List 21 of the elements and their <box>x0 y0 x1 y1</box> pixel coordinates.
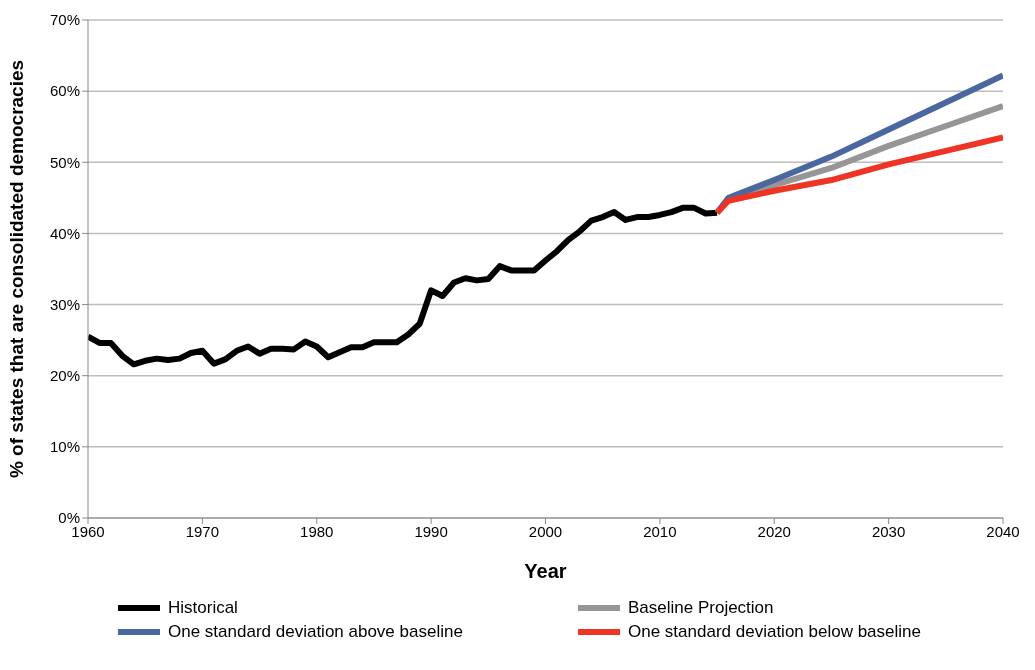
y-tick-label: 70% <box>49 11 80 29</box>
y-tick-label: 10% <box>49 438 80 456</box>
y-tick-label: 60% <box>49 82 80 100</box>
y-tick-label: 40% <box>49 224 80 242</box>
y-tick-label: 30% <box>49 295 80 313</box>
x-tick-label: 2030 <box>871 522 906 540</box>
y-tick-label: 20% <box>49 367 80 385</box>
legend-label: One standard deviation below baseline <box>628 622 921 642</box>
x-axis-title: Year <box>524 560 567 582</box>
x-tick-label: 1980 <box>300 522 334 540</box>
legend-label: Historical <box>168 598 238 618</box>
y-tick-label: 50% <box>49 153 80 171</box>
x-tick-label: 2000 <box>528 522 563 540</box>
y-axis-title: % of states that are consolidated democracies <box>5 59 27 479</box>
x-tick-label: 1970 <box>185 522 220 540</box>
x-tick-label: 1990 <box>414 522 448 540</box>
x-tick-label: 2010 <box>643 522 677 540</box>
x-tick-label: 2020 <box>757 522 791 540</box>
legend-label: Baseline Projection <box>628 598 774 618</box>
legend-label: One standard deviation above baseline <box>168 622 463 642</box>
x-tick-label: 2040 <box>986 522 1020 540</box>
